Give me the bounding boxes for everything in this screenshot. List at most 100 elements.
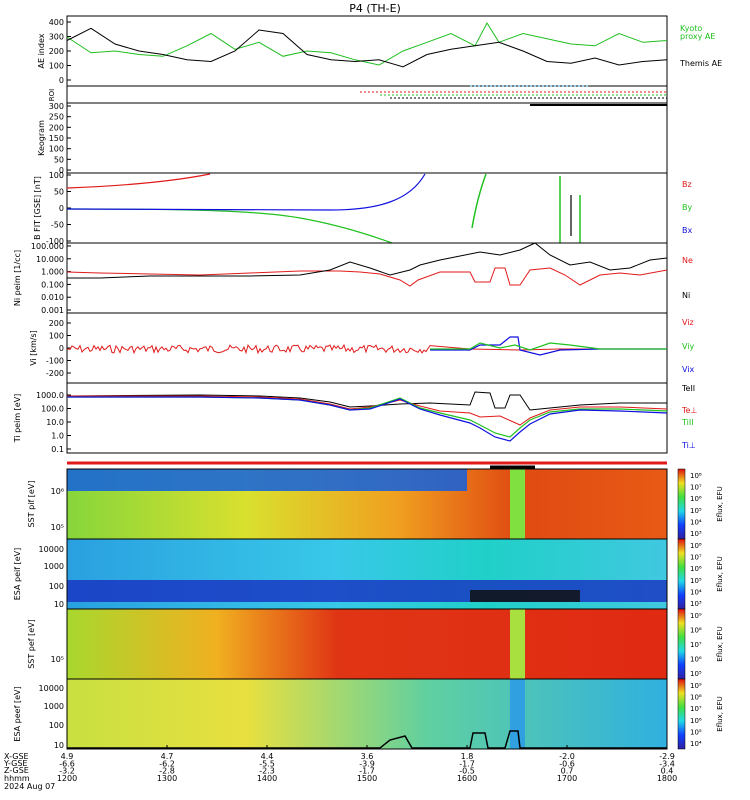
ytick-label: 0.100 (41, 280, 64, 289)
ytick-label: 400 (49, 18, 64, 27)
xtick-label: -6.6 (59, 759, 75, 768)
ytick-label: 200 (49, 123, 64, 132)
panel-esa-ion: ESA peif [eV] 10000 1000 100 10 (13, 538, 668, 610)
xtick-label: -2.0 (559, 752, 575, 761)
xaxis-label: hhmm (4, 774, 30, 783)
by-trace (66, 208, 393, 244)
ytick: 1000 (44, 562, 64, 571)
ytick-label: 250 (49, 113, 64, 122)
colorbar-tick: 10⁸ (690, 694, 702, 702)
ylabel-roi: ROI (48, 89, 56, 101)
colorbars: 10⁸ 10⁷ 10⁶ 10⁵ 10⁴ 10³ Eflux, EFU 10⁸ 10⁷ 10⁶ 10⁵… (677, 468, 724, 750)
xtick-label: -5.5 (259, 759, 275, 768)
xtick-label: -2.9 (659, 752, 675, 761)
colorbar-tick: 10³ (690, 600, 702, 608)
xtick-label: -2.3 (259, 767, 275, 776)
legend-viz: Viz (682, 318, 694, 327)
legend-bx: Bx (682, 226, 692, 235)
legend-by: By (682, 203, 692, 212)
xtick-label: -0.5 (459, 767, 475, 776)
colorbar-tick: 10⁷ (690, 641, 702, 649)
ytick-label: -100 (46, 357, 64, 366)
spectrogram (67, 609, 667, 679)
xaxis-label: Y-GSE (3, 759, 27, 768)
panel-ae: AE index 400 300 200 100 0 Kyoto proxy AE Th… (37, 15, 722, 87)
ytick-label: 0.010 (41, 293, 64, 302)
ylabel-keogram: Keogram (37, 120, 46, 156)
colorbar-tick: 10⁸ (690, 627, 702, 635)
colorbar (677, 538, 686, 610)
ylabel-ae: AE index (37, 33, 46, 68)
ytick-label: 10.000 (36, 255, 64, 264)
xtick-label: 1700 (557, 774, 577, 783)
xtick-label: 4.9 (61, 752, 74, 761)
x-axis: 4.9-6.6-3.212004.7-6.2-2.813004.4-5.5-2.… (3, 745, 677, 791)
colorbar-label: Eflux, EFU (716, 486, 724, 521)
colorbar-tick: 10⁴ (690, 588, 702, 596)
colorbar-tick: 10⁶ (690, 565, 702, 573)
panel-bfgm: B FIT [GSE] [nT] 100 50 0 -50 -100 Bz By Bx (33, 171, 692, 246)
ytick-label: 300 (49, 102, 64, 111)
xtick-label: 1300 (157, 774, 177, 783)
ytick: 10 (54, 600, 64, 609)
panel-esa-electron: ESA peef [eV] 10000 1000 100 10 (13, 678, 668, 750)
ylabel-sst-electron: SST pef [eV] (27, 619, 36, 669)
legend-themis-ae: Themis AE (679, 59, 722, 68)
viz-trace (66, 343, 667, 355)
ytick-label: 0 (59, 344, 64, 353)
ne-trace (66, 267, 668, 287)
legend-tiperp: Ti⊥ (681, 441, 696, 450)
teperp-trace (67, 395, 668, 426)
tiperp-trace (67, 396, 668, 442)
spectrogram-band (510, 609, 525, 679)
colorbar-tick: 10⁷ (690, 705, 702, 713)
ytick-label: 0.001 (41, 306, 64, 315)
plot-title: P4 (TH-E) (349, 2, 401, 15)
xtick-label: 1200 (57, 774, 77, 783)
colorbar-tick: 10⁴ (690, 518, 702, 526)
ytick: 100 (49, 721, 64, 730)
ytick-label: 50 (54, 155, 64, 164)
ytick-label: 100 (49, 145, 64, 154)
panel-vi: Vi [km/s] 200 100 0 -100 -200 Viz Viy Vix (29, 312, 695, 384)
panel-frame (66, 102, 668, 174)
panel-frame (66, 242, 668, 314)
ylabel-vi: Vi [km/s] (29, 330, 38, 366)
colorbar-label: Eflux, EFU (716, 626, 724, 661)
ytick-label: 100 (49, 171, 64, 180)
legend-teii: TeII (681, 384, 695, 393)
xtick-label: -3.9 (359, 759, 375, 768)
colorbar-tick: 10⁷ (690, 484, 702, 492)
teii-trace (66, 391, 667, 411)
xtick-label: 1800 (657, 774, 677, 783)
ytick-label: 100 (49, 62, 64, 71)
colorbar-tick: 10⁶ (690, 495, 702, 503)
colorbar-tick: 10⁹ (690, 682, 702, 690)
xaxis-label: X-GSE (4, 752, 29, 761)
xtick-label: 0.4 (661, 767, 674, 776)
ylabel-ni: Ni peim [1/cc] (13, 250, 22, 306)
panel-frame (66, 15, 668, 87)
xtick-label: 1500 (357, 774, 377, 783)
panel-frame (66, 382, 668, 454)
legend-ne: Ne (682, 256, 693, 265)
xtick-label: -0.6 (559, 759, 575, 768)
ytick-label: 100.000 (31, 242, 64, 251)
colorbar-tick: 10⁵ (690, 670, 702, 678)
xtick-label: -1.7 (359, 767, 375, 776)
xtick-label: 1600 (457, 774, 477, 783)
legend-teperp: Te⊥ (681, 406, 697, 415)
viy-trace (430, 342, 667, 351)
colorbar (677, 678, 686, 750)
ytick-label: 50 (54, 188, 64, 197)
xtick-label: 4.4 (261, 752, 274, 761)
colorbar-label: Eflux, EFU (716, 696, 724, 731)
legend-proxy-ae: proxy AE (680, 32, 715, 41)
colorbar-tick: 10⁷ (690, 554, 702, 562)
ytick-label: 100 (49, 332, 64, 341)
ytick: 10⁵ (51, 523, 64, 532)
bx-trace (66, 173, 426, 211)
ylabel-ti: Ti peim [eV] (13, 394, 22, 444)
